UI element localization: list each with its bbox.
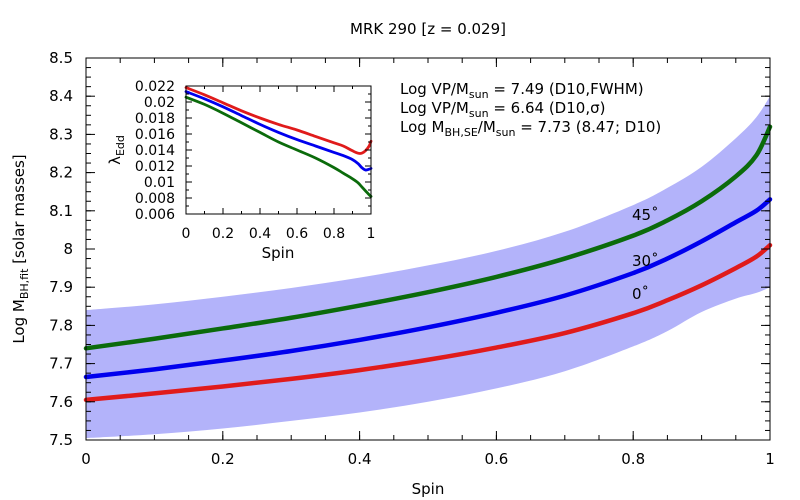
x-tick-label: 0.8: [621, 450, 645, 468]
y-tick-label: 0.018: [135, 111, 175, 127]
uncertainty-band-layer: [86, 96, 770, 439]
y-tick-label: 8.1: [49, 202, 73, 220]
y-tick-label: 8.2: [49, 164, 73, 182]
x-tick-label: 0: [182, 226, 191, 242]
x-tick-label: 0: [81, 450, 91, 468]
x-tick-label: 0.8: [323, 226, 345, 242]
y-tick-label: 0.006: [135, 207, 175, 223]
inset-series-line-2: [184, 95, 373, 198]
x-tick-label: 0.6: [484, 450, 508, 468]
inset-y-axis-label: λEdd: [106, 135, 127, 165]
y-tick-label: 8: [63, 240, 73, 258]
y-tick-label: 0.022: [135, 79, 175, 95]
series-line-0: [83, 124, 773, 351]
x-tick-label: 0.4: [348, 450, 372, 468]
chart-title: MRK 290 [z = 0.029]: [350, 20, 506, 38]
annotation-mbh-se: Log MBH,SE/Msun = 7.73 (8.47; D10): [400, 118, 661, 139]
series-label-1: 30˚: [632, 252, 659, 270]
x-axis-label: Spin: [412, 480, 445, 498]
series-line-1: [83, 197, 773, 380]
annotations: Log VP/Msun = 7.49 (D10,FWHM) Log VP/Msu…: [400, 80, 661, 139]
y-tick-label: 0.016: [135, 127, 175, 143]
annotation-vp-fwhm: Log VP/Msun = 7.49 (D10,FWHM): [400, 80, 644, 101]
inset-background: [186, 86, 371, 214]
x-tick-label: 0.6: [286, 226, 308, 242]
y-tick-label: 7.9: [49, 278, 73, 296]
y-tick-label: 7.8: [49, 316, 73, 334]
y-tick-label: 0.008: [135, 191, 175, 207]
y-tick-label: 8.4: [49, 87, 73, 105]
y-tick-label: 8.5: [49, 49, 73, 67]
inset-ticks-layer: 0 0.2 0.4 0.6 0.8 10.0060.0080.010.0120.0140.…: [135, 79, 376, 242]
y-tick-label: 8.3: [49, 125, 73, 143]
inset-x-axis-label: Spin: [262, 244, 295, 262]
y-axis-label: Log MBH,fit [solar masses]: [10, 154, 31, 343]
main-ticks-layer: 0 0.2 0.4 0.6 0.8 1 7.5 7.6 7.7 7.8 7.9 8 8.1 8.2 8.3 8…: [49, 49, 775, 468]
inset-series-line-0: [184, 86, 373, 155]
uncertainty-band: [86, 96, 770, 439]
series-line-2: [83, 242, 773, 403]
x-tick-label: 0.4: [249, 226, 271, 242]
inset-series-line-1: [184, 90, 373, 172]
main-plot: 0 0.2 0.4 0.6 0.8 1 7.5 7.6 7.7 7.8 7.9 8 8.1 8.2 8.3 8…: [49, 49, 775, 468]
y-tick-label: 0.01: [144, 175, 175, 191]
inset-plot: 0 0.2 0.4 0.6 0.8 10.0060.0080.010.0120.0140.…: [106, 79, 375, 262]
annotation-vp-sigma: Log VP/Msun = 6.64 (D10,σ): [400, 99, 605, 120]
y-tick-label: 7.7: [49, 355, 73, 373]
series-label-2: 0˚: [632, 285, 649, 303]
inset-series-layer: [184, 86, 373, 198]
x-tick-label: 1: [765, 450, 775, 468]
y-tick-label: 0.02: [144, 95, 175, 111]
y-tick-label: 7.6: [49, 393, 73, 411]
series-label-0: 45˚: [632, 206, 659, 224]
series-labels-layer: 45˚ 30˚ 0˚: [632, 206, 659, 303]
x-tick-label: 0.2: [212, 226, 234, 242]
series-layer: [83, 124, 773, 403]
y-tick-label: 7.5: [49, 431, 73, 449]
y-tick-label: 0.014: [135, 143, 175, 159]
x-tick-label: 1: [367, 226, 376, 242]
x-tick-label: 0.2: [211, 450, 235, 468]
y-tick-label: 0.012: [135, 159, 175, 175]
